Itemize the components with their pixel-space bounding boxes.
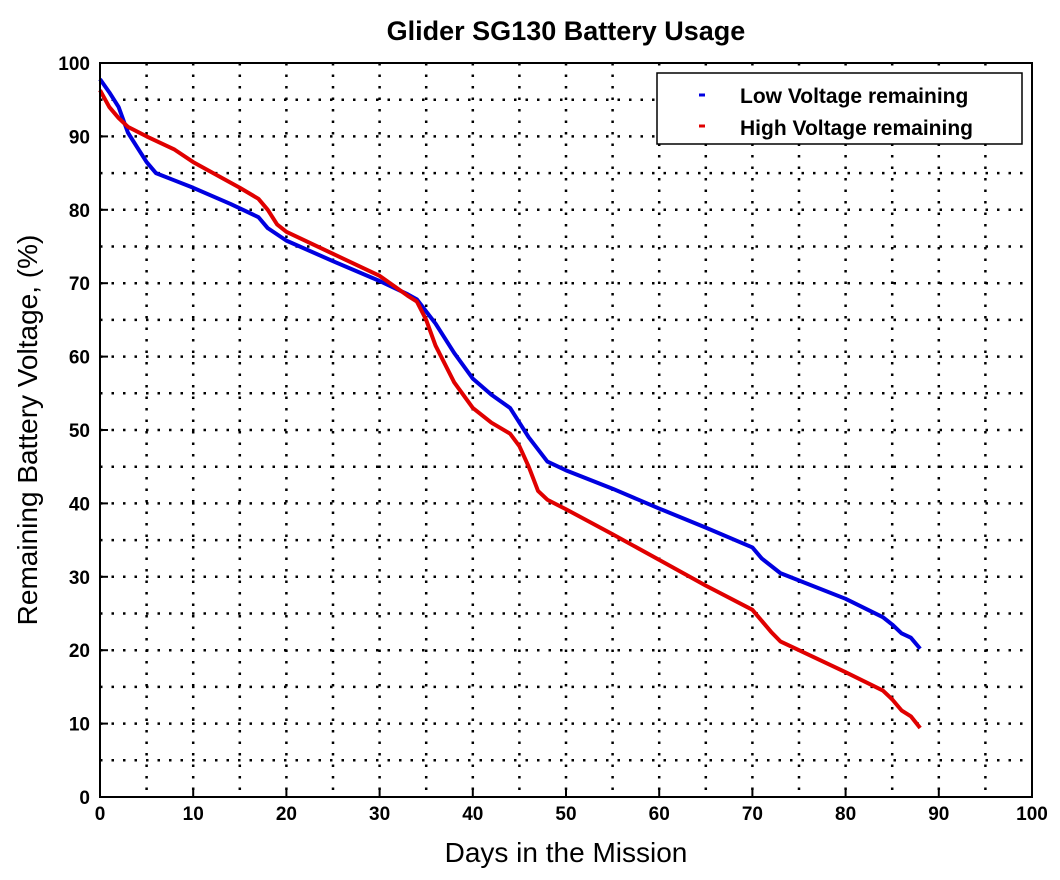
x-tick-label: 30 [369,804,390,825]
x-axis-label: Days in the Mission [445,837,688,868]
y-tick-label: 50 [69,421,90,442]
x-tick-label: 50 [555,804,576,825]
x-tick-label: 80 [835,804,856,825]
chart-title: Glider SG130 Battery Usage [387,16,746,46]
legend-box [656,72,1023,145]
y-tick-label: 70 [69,274,90,295]
y-axis-label: Remaining Battery Voltage, (%) [12,235,43,626]
y-tick-label: 80 [69,201,90,222]
legend-label-high: High Voltage remaining [740,117,973,140]
y-tick-label: 40 [69,494,90,515]
y-tick-label: 30 [69,568,90,589]
x-tick-label: 90 [928,804,949,825]
y-tick-label: 0 [79,788,90,809]
legend-label-low: Low Voltage remaining [740,85,968,108]
x-tick-label: 100 [1016,804,1048,825]
series-high-voltage [98,89,922,730]
plot-frame [99,62,1033,798]
legend: Low Voltage remaining High Voltage remai… [656,72,1023,145]
y-tick-label: 90 [69,127,90,148]
y-tick-label: 100 [58,54,90,75]
x-tick-label: 0 [95,804,106,825]
x-tick-label: 60 [649,804,670,825]
series-low-voltage [98,77,922,651]
y-tick-label: 60 [69,348,90,369]
x-tick-label: 40 [462,804,483,825]
y-tick-label: 20 [69,641,90,662]
x-tick-label: 10 [183,804,204,825]
y-tick-label: 10 [69,715,90,736]
x-tick-label: 70 [742,804,763,825]
x-tick-label: 20 [276,804,297,825]
